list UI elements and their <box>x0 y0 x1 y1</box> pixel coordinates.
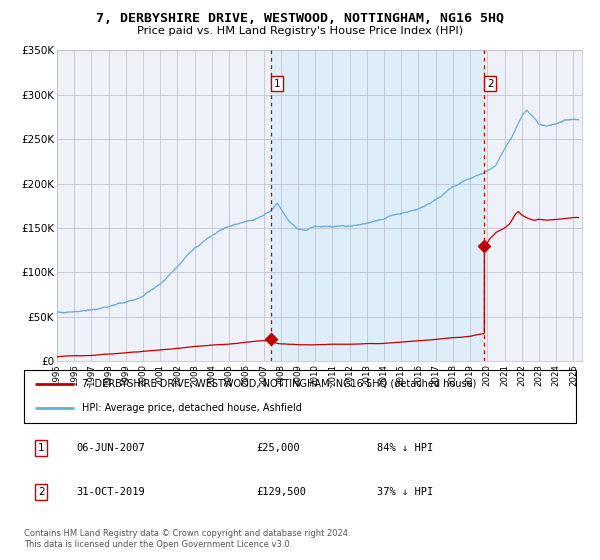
Text: HPI: Average price, detached house, Ashfield: HPI: Average price, detached house, Ashf… <box>82 403 302 413</box>
Text: 1: 1 <box>274 79 281 89</box>
Text: 06-JUN-2007: 06-JUN-2007 <box>76 443 145 453</box>
Text: 7, DERBYSHIRE DRIVE, WESTWOOD, NOTTINGHAM, NG16 5HQ (detached house): 7, DERBYSHIRE DRIVE, WESTWOOD, NOTTINGHA… <box>82 379 476 389</box>
Text: 31-OCT-2019: 31-OCT-2019 <box>76 487 145 497</box>
Text: 7, DERBYSHIRE DRIVE, WESTWOOD, NOTTINGHAM, NG16 5HQ: 7, DERBYSHIRE DRIVE, WESTWOOD, NOTTINGHA… <box>96 12 504 25</box>
Text: Contains HM Land Registry data © Crown copyright and database right 2024.
This d: Contains HM Land Registry data © Crown c… <box>24 529 350 549</box>
Text: 2: 2 <box>487 79 494 89</box>
Text: 37% ↓ HPI: 37% ↓ HPI <box>377 487 434 497</box>
Text: 84% ↓ HPI: 84% ↓ HPI <box>377 443 434 453</box>
Text: £129,500: £129,500 <box>256 487 306 497</box>
Text: 2: 2 <box>38 487 44 497</box>
Bar <box>271 50 484 361</box>
Text: 1: 1 <box>38 443 44 453</box>
Text: £25,000: £25,000 <box>256 443 299 453</box>
Text: Price paid vs. HM Land Registry's House Price Index (HPI): Price paid vs. HM Land Registry's House … <box>137 26 463 36</box>
